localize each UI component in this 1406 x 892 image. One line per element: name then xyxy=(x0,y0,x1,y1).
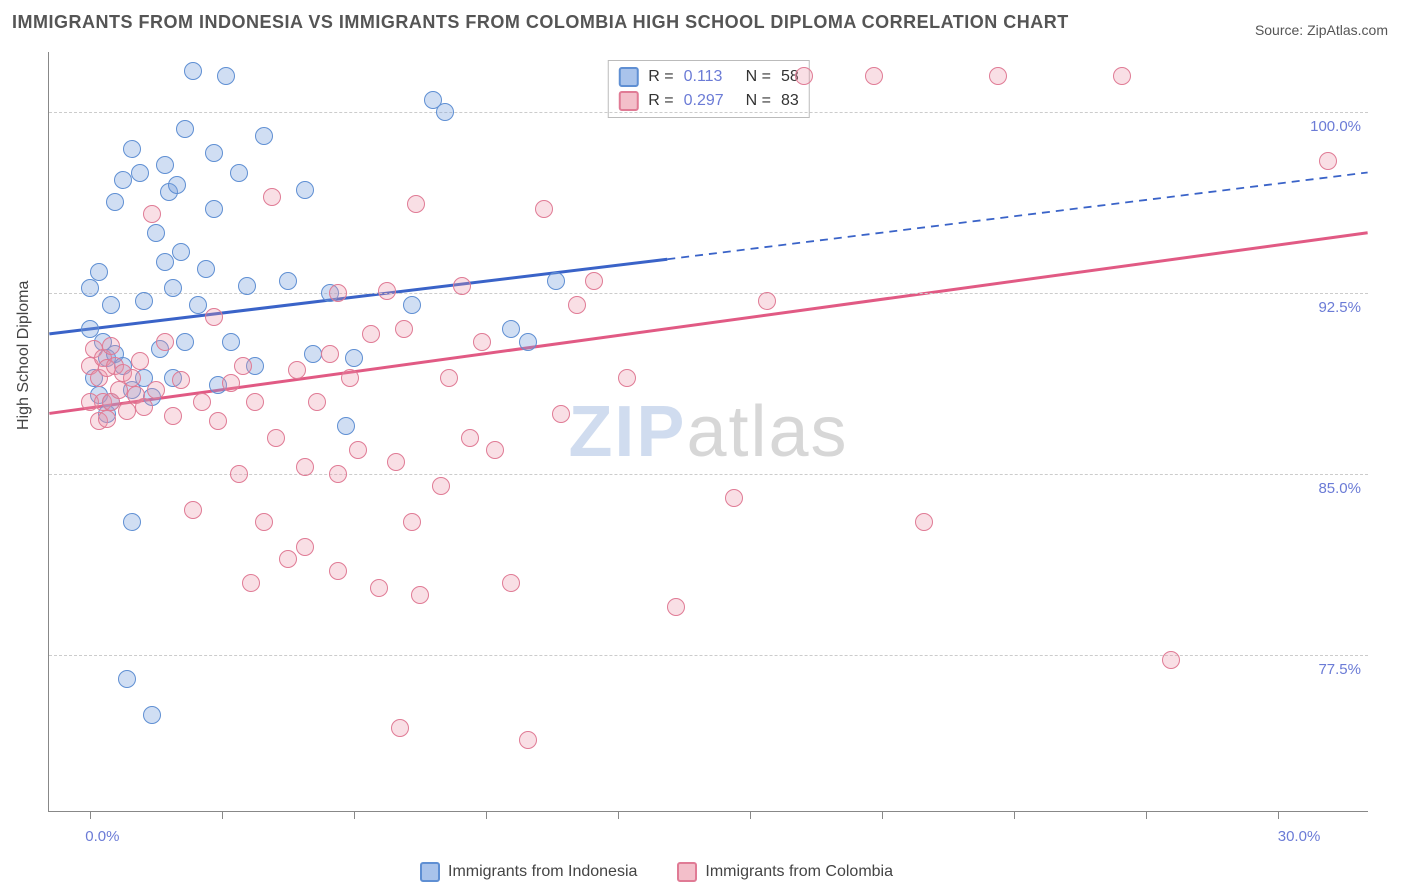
legend-label-indonesia: Immigrants from Indonesia xyxy=(448,863,637,881)
x-tick xyxy=(1014,811,1015,819)
trendline-indonesia xyxy=(49,259,667,334)
gridline xyxy=(49,474,1368,475)
legend-swatch-indonesia xyxy=(420,862,440,882)
x-tick xyxy=(222,811,223,819)
x-tick xyxy=(750,811,751,819)
x-tick xyxy=(486,811,487,819)
legend-r-label: R = xyxy=(648,92,673,110)
legend-n-label: N = xyxy=(746,92,771,110)
plot-area: ZIPatlas R =0.113N =58R =0.297N =83 77.5… xyxy=(48,52,1368,812)
legend-stats: R = 0.113 N = 58 R = 0.297 N = 83 xyxy=(607,60,809,118)
x-tick xyxy=(90,811,91,819)
gridline xyxy=(49,293,1368,294)
legend-n-value-indonesia: 58 xyxy=(781,68,799,86)
gridline xyxy=(49,655,1368,656)
y-tick-label: 85.0% xyxy=(1291,480,1361,497)
source-prefix: Source: xyxy=(1255,22,1307,38)
x-tick-label: 30.0% xyxy=(1278,828,1321,845)
x-tick xyxy=(354,811,355,819)
legend-swatch-colombia xyxy=(618,91,638,111)
legend-r-label: R = xyxy=(648,68,673,86)
trendline-colombia xyxy=(49,233,1367,414)
chart-container: IMMIGRANTS FROM INDONESIA VS IMMIGRANTS … xyxy=(0,0,1406,892)
x-tick-label: 0.0% xyxy=(85,828,119,845)
source-link[interactable]: ZipAtlas.com xyxy=(1307,22,1388,38)
x-tick xyxy=(618,811,619,819)
x-tick xyxy=(1146,811,1147,819)
chart-source: Source: ZipAtlas.com xyxy=(1255,22,1388,38)
chart-title: IMMIGRANTS FROM INDONESIA VS IMMIGRANTS … xyxy=(12,12,1069,33)
legend-r-value-indonesia: 0.113 xyxy=(684,68,736,86)
y-tick-label: 92.5% xyxy=(1291,299,1361,316)
trend-lines-layer xyxy=(49,52,1368,811)
y-tick-label: 77.5% xyxy=(1291,661,1361,678)
legend-item-indonesia: Immigrants from Indonesia xyxy=(420,862,637,882)
legend-item-colombia: Immigrants from Colombia xyxy=(677,862,893,882)
legend-n-label: N = xyxy=(746,68,771,86)
legend-series: Immigrants from Indonesia Immigrants from… xyxy=(420,862,893,882)
legend-stats-row-indonesia: R = 0.113 N = 58 xyxy=(618,65,798,89)
legend-label-colombia: Immigrants from Colombia xyxy=(705,863,893,881)
legend-stats-row-colombia: R = 0.297 N = 83 xyxy=(618,89,798,113)
legend-n-value-colombia: 83 xyxy=(781,92,799,110)
y-tick-label: 100.0% xyxy=(1291,118,1361,135)
legend-swatch-indonesia xyxy=(618,67,638,87)
x-tick xyxy=(1278,811,1279,819)
y-axis-label: High School Diploma xyxy=(15,281,33,430)
legend-r-value-colombia: 0.297 xyxy=(684,92,736,110)
gridline xyxy=(49,112,1368,113)
legend-swatch-colombia xyxy=(677,862,697,882)
x-tick xyxy=(882,811,883,819)
